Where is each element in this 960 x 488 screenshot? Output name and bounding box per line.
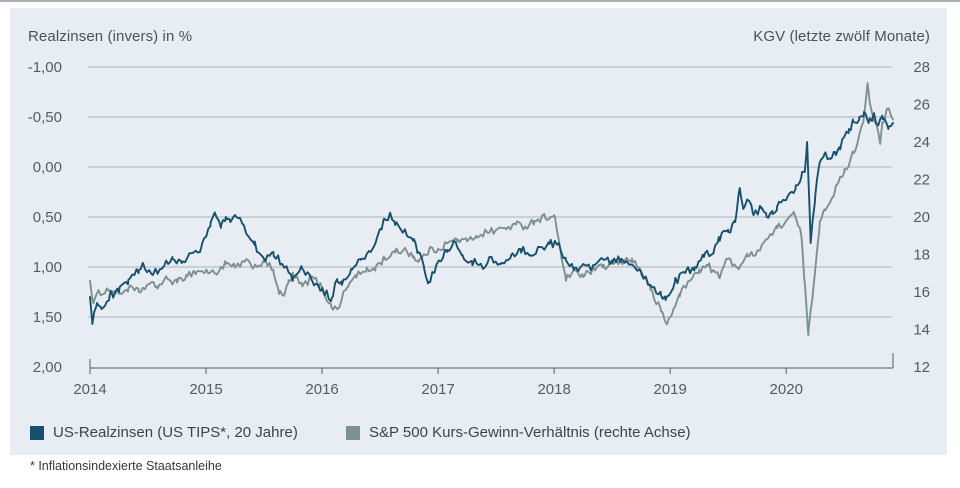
right-axis-title: KGV (letzte zwölf Monate) bbox=[753, 28, 930, 45]
right-axis-tick-label: 24 bbox=[913, 134, 930, 151]
left-axis-tick-label: 2,00 bbox=[33, 359, 62, 376]
x-tick-label: 2015 bbox=[189, 381, 222, 398]
legend-label-kgv: S&P 500 Kurs-Gewinn-Verhältnis (rechte A… bbox=[369, 424, 691, 441]
x-tick-label: 2018 bbox=[537, 381, 570, 398]
series-line-realzinsen bbox=[89, 111, 894, 325]
left-axis-tick-label: -1,00 bbox=[28, 59, 62, 76]
right-axis-tick-label: 14 bbox=[913, 322, 930, 339]
right-axis-tick-label: 18 bbox=[913, 247, 930, 264]
x-tick-label: 2020 bbox=[770, 381, 803, 398]
legend-swatch-realzinsen-icon bbox=[30, 425, 44, 440]
left-axis-tick-label: 0,50 bbox=[33, 209, 62, 226]
chart-panel bbox=[10, 8, 947, 455]
right-axis-tick-label: 28 bbox=[913, 59, 930, 76]
left-axis-tick-label: 1,00 bbox=[33, 259, 62, 276]
x-tick-label: 2019 bbox=[654, 381, 687, 398]
series-line-kgv bbox=[89, 82, 894, 337]
x-tick-label: 2017 bbox=[421, 381, 454, 398]
x-tick-label: 2014 bbox=[73, 381, 106, 398]
left-axis-tick-label: 1,50 bbox=[33, 309, 62, 326]
top-border-line bbox=[0, 0, 960, 2]
left-axis-tick-label: -0,50 bbox=[28, 109, 62, 126]
right-axis-tick-label: 20 bbox=[913, 209, 930, 226]
legend-item-kgv: S&P 500 Kurs-Gewinn-Verhältnis (rechte A… bbox=[346, 424, 691, 441]
right-axis-tick-label: 22 bbox=[913, 172, 930, 189]
right-axis-tick-label: 16 bbox=[913, 284, 930, 301]
legend-swatch-kgv-icon bbox=[346, 425, 360, 440]
legend-item-realzinsen: US-Realzinsen (US TIPS*, 20 Jahre) bbox=[30, 424, 298, 441]
legend-label-realzinsen: US-Realzinsen (US TIPS*, 20 Jahre) bbox=[53, 424, 298, 441]
right-axis-tick-label: 26 bbox=[913, 97, 930, 114]
left-axis-tick-label: 0,00 bbox=[33, 159, 62, 176]
x-tick-label: 2016 bbox=[305, 381, 338, 398]
footnote: * Inflationsindexierte Staatsanleihe bbox=[30, 459, 222, 473]
left-axis-title: Realzinsen (invers) in % bbox=[28, 28, 193, 45]
right-axis-tick-label: 12 bbox=[913, 359, 930, 376]
